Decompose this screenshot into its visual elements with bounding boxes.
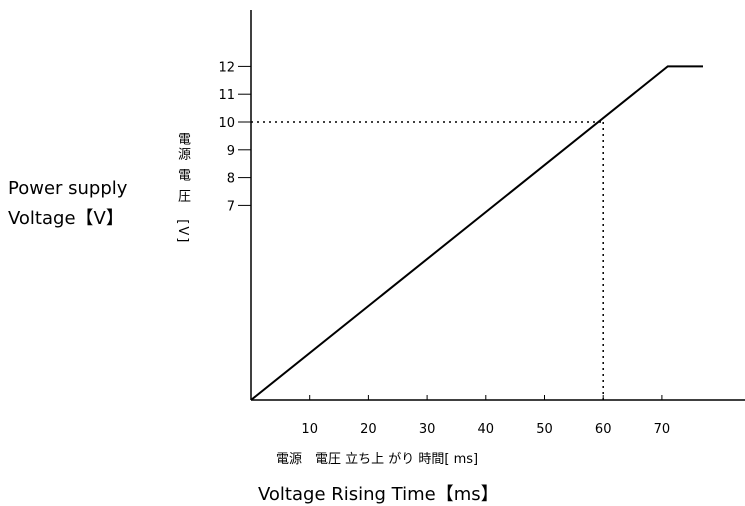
voltage-series-line: [250, 65, 703, 401]
x-tick-label: 20: [360, 422, 377, 437]
y-tick-label: 12: [218, 60, 235, 75]
y-tick-label: 8: [227, 172, 235, 187]
y-axis-label-en: Power supply Voltage【V】: [8, 174, 127, 234]
y-tick-label: 7: [227, 199, 235, 214]
y-axis-label-jp: 電源 電 圧 [V]: [175, 132, 190, 245]
y-tick-label: 9: [227, 144, 235, 159]
x-tick-label: 10: [301, 422, 318, 437]
reference-lines: [251, 121, 604, 400]
x-tick-label: 40: [478, 422, 495, 437]
x-axis-label-en: Voltage Rising Time【ms】: [258, 484, 499, 505]
y-ticks: 7 8 9 10 11 12: [218, 60, 251, 214]
y-tick-label: 11: [218, 88, 235, 103]
x-tick-label: 70: [654, 422, 671, 437]
y-axis-label-en-line2: Voltage【V】: [8, 208, 124, 229]
x-tick-label: 60: [595, 422, 612, 437]
x-axis-label-jp: 電源 電圧 立ち上 がり 時間[ ms]: [276, 452, 479, 467]
y-axis-label-en-line1: Power supply: [8, 178, 128, 199]
x-tick-label: 30: [419, 422, 436, 437]
series-group: [250, 65, 703, 401]
x-ticks: 10 20 30 40 50 60 70: [301, 395, 670, 437]
x-tick-label: 50: [536, 422, 553, 437]
y-tick-label: 10: [218, 116, 235, 131]
